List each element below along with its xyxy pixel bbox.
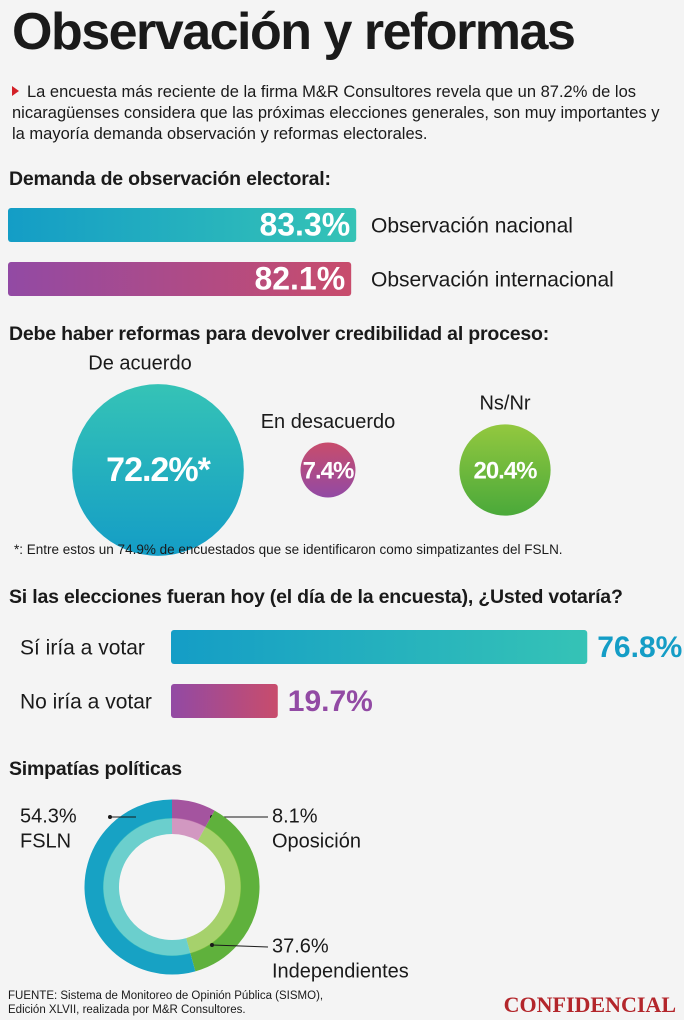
- footnote: *: Entre estos un 74.9% de encuestados q…: [14, 542, 563, 557]
- donut-inner-segment: [171, 818, 206, 841]
- donut-inner-segment: [185, 826, 241, 954]
- donut-label: Independientes: [272, 960, 409, 982]
- value-label: 82.1%: [254, 260, 345, 296]
- bubble: [459, 424, 551, 516]
- section-title: Simpatías políticas: [9, 758, 182, 780]
- bar: [171, 684, 278, 718]
- bubble-value: 72.2%*: [106, 451, 211, 489]
- bubble-value: 20.4%: [473, 457, 537, 484]
- bar: [8, 208, 357, 242]
- bar: [8, 262, 352, 296]
- donut-label: Oposición: [272, 830, 361, 852]
- section-title: Si las elecciones fueran hoy (el día de …: [9, 586, 623, 608]
- source: FUENTE: Sistema de Monitoreo de Opinión …: [8, 990, 324, 1002]
- category-label: Observación internacional: [371, 269, 614, 292]
- donut-value: 37.6%: [272, 935, 329, 957]
- donut-value: 54.3%: [20, 805, 77, 827]
- value-label: 19.7%: [288, 685, 373, 718]
- category-label: No iría a votar: [20, 691, 152, 714]
- donut-segment: [84, 799, 196, 975]
- leader-dot: [210, 943, 214, 947]
- bubble: [300, 442, 356, 498]
- bubble-label: Ns/Nr: [479, 393, 530, 415]
- donut-segment: [171, 799, 215, 828]
- bar: [171, 630, 588, 664]
- category-label: Observación nacional: [371, 215, 573, 238]
- page-title: Observación y reformas: [12, 3, 576, 61]
- leader-line: [211, 944, 269, 948]
- bubble-value: 7.4%: [303, 457, 354, 484]
- value-label: 83.3%: [259, 206, 350, 242]
- donut-label: FSLN: [20, 830, 71, 852]
- section-title: Debe haber reformas para devolver credib…: [9, 323, 550, 345]
- bubble-label: En desacuerdo: [261, 411, 396, 433]
- category-label: Sí iría a votar: [20, 637, 145, 660]
- donut-inner-segment: [103, 818, 191, 956]
- section-title: Demanda de observación electoral:: [9, 168, 331, 190]
- source: Edición XLVII, realizada por M&R Consult…: [8, 1004, 246, 1016]
- value-label: 76.8%: [597, 631, 682, 664]
- donut-value: 8.1%: [272, 805, 318, 827]
- brand: CONFIDENCIAL: [503, 992, 676, 1017]
- donut-segment: [190, 810, 260, 972]
- bubble: [72, 384, 244, 556]
- intro: La encuesta más reciente de la firma M&R…: [12, 82, 676, 145]
- bubble-label: De acuerdo: [88, 352, 191, 374]
- bullet: [12, 86, 19, 96]
- leader-dot: [108, 815, 112, 819]
- intro-text: La encuesta más reciente de la firma M&R…: [12, 83, 660, 143]
